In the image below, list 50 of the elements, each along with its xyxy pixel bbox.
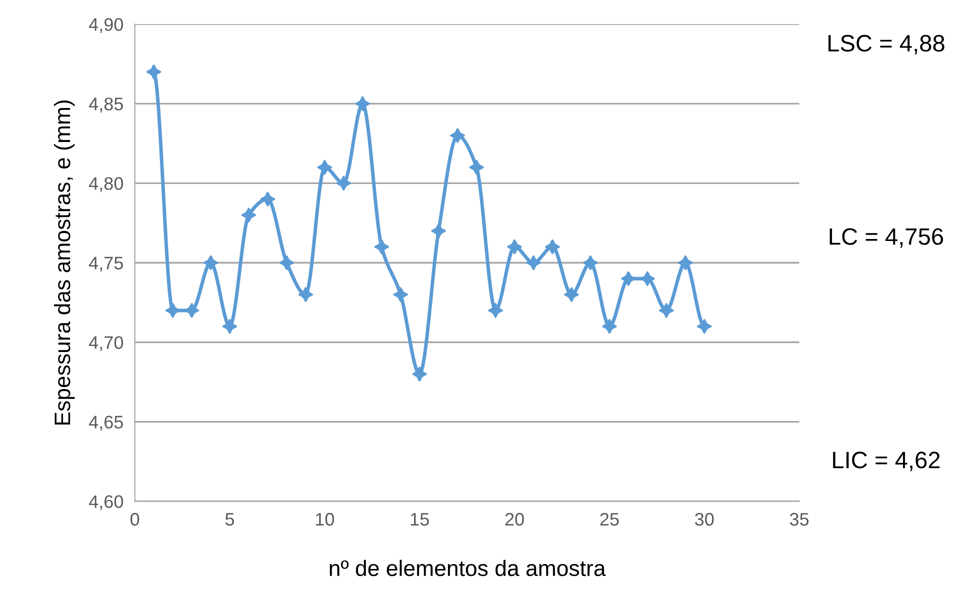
point xyxy=(544,239,560,254)
point xyxy=(222,318,238,334)
point xyxy=(392,286,408,302)
point xyxy=(468,160,484,175)
point xyxy=(355,96,370,112)
y-tick-label: 4,75 xyxy=(88,256,123,272)
text: LSC = 4,88 xyxy=(828,34,944,54)
x-tick-label: 10 xyxy=(316,512,334,526)
point xyxy=(165,302,180,318)
y-tick-label: 4,80 xyxy=(88,177,124,192)
x-tick-label: 30 xyxy=(695,512,714,526)
y-tick-label: 4,90 xyxy=(88,18,124,34)
point xyxy=(678,255,694,270)
point xyxy=(374,239,390,254)
point xyxy=(640,271,656,286)
point xyxy=(526,255,542,270)
x-tick-label: 35 xyxy=(790,512,809,526)
point xyxy=(203,255,218,270)
text: LIC = 4,62 xyxy=(833,452,940,472)
y-tick-label: 4,85 xyxy=(88,98,123,113)
point xyxy=(506,239,522,254)
y-tick-label: 4,65 xyxy=(88,416,123,431)
point xyxy=(450,128,466,144)
point xyxy=(620,271,636,286)
x-tick-label: 15 xyxy=(410,513,429,526)
x-tick-label: 0 xyxy=(130,512,140,526)
point xyxy=(241,207,256,223)
point xyxy=(602,318,618,334)
point xyxy=(582,255,598,270)
point xyxy=(317,160,332,175)
y-tick-label: 4,70 xyxy=(88,336,124,352)
x-tick-label: 25 xyxy=(600,512,619,526)
point xyxy=(564,286,580,302)
x-tick-label: 5 xyxy=(225,513,234,526)
point xyxy=(336,176,352,191)
text: LC = 4,756 xyxy=(830,228,944,248)
x-tick-label: 20 xyxy=(505,512,524,526)
point xyxy=(658,302,674,318)
point xyxy=(260,191,276,207)
point xyxy=(488,302,504,318)
point xyxy=(298,286,314,302)
y-axis-title: Espessura das amostras, e (mm) xyxy=(54,100,75,425)
point xyxy=(696,318,712,334)
y-tick-label: 4,60 xyxy=(88,495,124,510)
point xyxy=(184,302,200,318)
point xyxy=(430,223,446,239)
point xyxy=(412,366,428,382)
point xyxy=(146,64,162,80)
x-axis-title: nº de elementos da amostra xyxy=(330,560,606,576)
point xyxy=(279,255,294,270)
